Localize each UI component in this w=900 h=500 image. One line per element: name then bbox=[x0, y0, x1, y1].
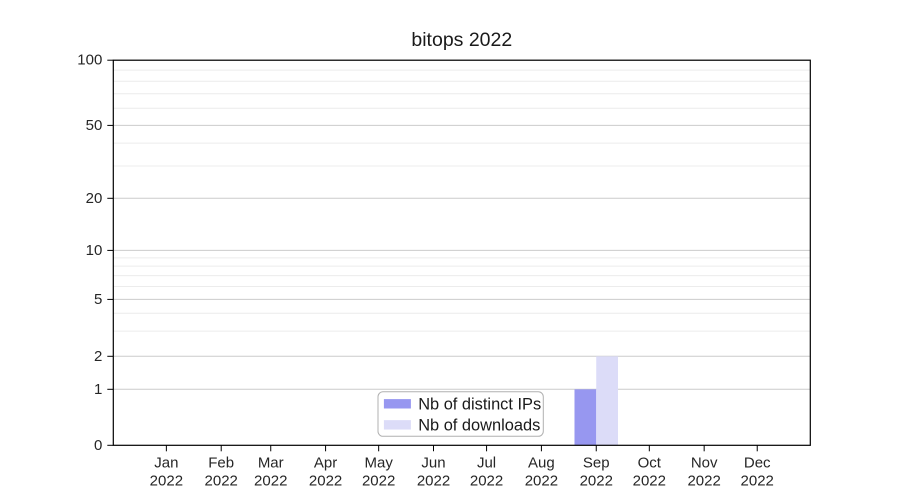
svg-text:5: 5 bbox=[94, 291, 102, 308]
svg-text:Feb: Feb bbox=[208, 454, 234, 471]
svg-text:2022: 2022 bbox=[254, 472, 287, 489]
svg-text:2022: 2022 bbox=[633, 472, 666, 489]
svg-text:Oct: Oct bbox=[638, 454, 662, 471]
svg-text:50: 50 bbox=[86, 117, 103, 134]
svg-text:2022: 2022 bbox=[470, 472, 503, 489]
svg-text:2022: 2022 bbox=[687, 472, 720, 489]
svg-text:0: 0 bbox=[94, 437, 102, 454]
svg-text:Jan: Jan bbox=[154, 454, 178, 471]
svg-text:Aug: Aug bbox=[528, 454, 555, 471]
svg-text:2022: 2022 bbox=[205, 472, 238, 489]
svg-text:2022: 2022 bbox=[309, 472, 342, 489]
svg-text:Jun: Jun bbox=[421, 454, 445, 471]
svg-text:20: 20 bbox=[86, 190, 103, 207]
svg-text:Nb of distinct IPs: Nb of distinct IPs bbox=[418, 395, 541, 413]
svg-text:Nov: Nov bbox=[691, 454, 718, 471]
svg-text:10: 10 bbox=[86, 242, 103, 259]
svg-text:2022: 2022 bbox=[362, 472, 395, 489]
svg-text:Nb of downloads: Nb of downloads bbox=[418, 416, 540, 434]
svg-text:2022: 2022 bbox=[741, 472, 774, 489]
svg-text:2022: 2022 bbox=[525, 472, 558, 489]
svg-text:2022: 2022 bbox=[580, 472, 613, 489]
svg-text:Apr: Apr bbox=[314, 454, 337, 471]
svg-text:100: 100 bbox=[77, 52, 102, 69]
svg-text:1: 1 bbox=[94, 381, 102, 398]
svg-text:2022: 2022 bbox=[417, 472, 450, 489]
svg-text:bitops 2022: bitops 2022 bbox=[411, 29, 512, 51]
svg-text:2: 2 bbox=[94, 348, 102, 365]
svg-text:May: May bbox=[364, 454, 393, 471]
svg-text:Jul: Jul bbox=[477, 454, 496, 471]
svg-text:Sep: Sep bbox=[583, 454, 610, 471]
svg-text:2022: 2022 bbox=[150, 472, 183, 489]
svg-text:Dec: Dec bbox=[744, 454, 771, 471]
svg-text:Mar: Mar bbox=[258, 454, 284, 471]
